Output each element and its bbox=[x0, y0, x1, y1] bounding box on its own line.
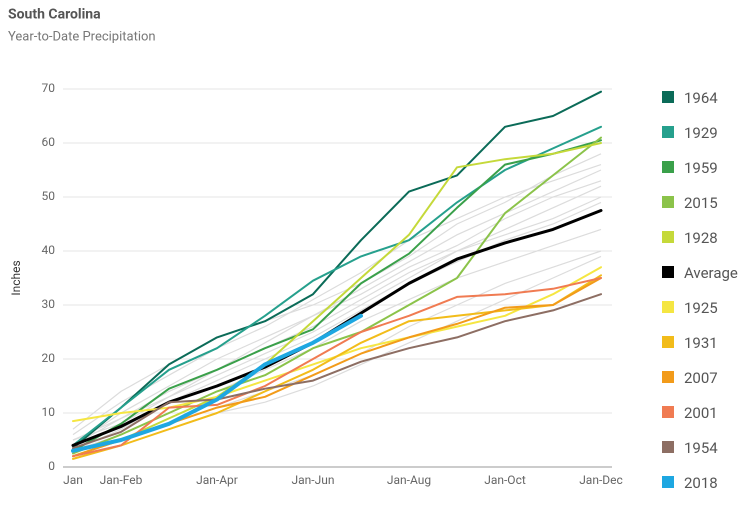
series-line bbox=[72, 266, 602, 423]
y-axis-label: Inches bbox=[9, 260, 23, 295]
legend-swatch bbox=[662, 406, 674, 418]
series-line bbox=[71, 313, 363, 453]
legend-label: 1929 bbox=[684, 124, 718, 142]
legend-label: 2007 bbox=[684, 369, 718, 387]
legend-swatch bbox=[662, 231, 674, 243]
legend-swatch bbox=[662, 441, 674, 453]
x-tick-label: Jan-Feb bbox=[100, 473, 143, 487]
legend-label: 2001 bbox=[684, 404, 718, 422]
legend-swatch bbox=[662, 161, 674, 173]
y-tick-label: 0 bbox=[48, 459, 55, 473]
x-tick-label: Jan bbox=[63, 473, 83, 487]
series-line bbox=[72, 136, 602, 455]
y-tick-label: 30 bbox=[42, 297, 56, 311]
legend-label: 1964 bbox=[684, 89, 718, 107]
legend-label: 1925 bbox=[684, 299, 718, 317]
x-tick-label: Jan-Oct bbox=[484, 473, 526, 487]
background-line bbox=[72, 185, 602, 441]
x-tick-label: Jan-Aug bbox=[387, 473, 431, 487]
legend-label: 1928 bbox=[684, 229, 718, 247]
legend-swatch bbox=[662, 266, 674, 278]
legend-label: 1931 bbox=[684, 334, 718, 352]
series-line bbox=[72, 142, 602, 458]
background-line bbox=[72, 164, 602, 436]
legend-swatch bbox=[662, 301, 674, 313]
chart-title: South Carolina bbox=[8, 7, 101, 23]
legend-label: 1954 bbox=[684, 439, 718, 457]
y-tick-label: 60 bbox=[42, 135, 56, 149]
y-tick-label: 40 bbox=[42, 243, 56, 257]
legend-label: Average bbox=[684, 264, 738, 282]
x-tick-label: Jan-Jun bbox=[292, 473, 335, 487]
legend-label: 2018 bbox=[684, 474, 718, 492]
background-line bbox=[72, 196, 602, 446]
series-line bbox=[72, 125, 602, 447]
legend-swatch bbox=[662, 371, 674, 383]
y-tick-label: 10 bbox=[42, 405, 56, 419]
chart-subtitle: Year-to-Date Precipitation bbox=[8, 29, 156, 44]
y-tick-label: 50 bbox=[42, 189, 56, 203]
legend-label: 1959 bbox=[684, 159, 718, 177]
series-line bbox=[72, 274, 602, 460]
series-line bbox=[72, 277, 602, 458]
series-line bbox=[72, 293, 602, 450]
legend-label: 2015 bbox=[684, 194, 718, 212]
legend-swatch bbox=[662, 126, 674, 138]
background-line bbox=[72, 169, 602, 446]
background-line bbox=[72, 153, 602, 430]
legend-swatch bbox=[662, 91, 674, 103]
legend-swatch bbox=[662, 336, 674, 348]
series-line bbox=[72, 90, 602, 450]
series-line bbox=[72, 139, 602, 452]
y-tick-label: 20 bbox=[42, 351, 56, 365]
y-tick-label: 70 bbox=[42, 81, 56, 95]
legend-swatch bbox=[662, 196, 674, 208]
x-tick-label: Jan-Dec bbox=[579, 473, 623, 487]
x-tick-label: Jan-Apr bbox=[196, 473, 238, 487]
legend-swatch bbox=[662, 476, 674, 488]
